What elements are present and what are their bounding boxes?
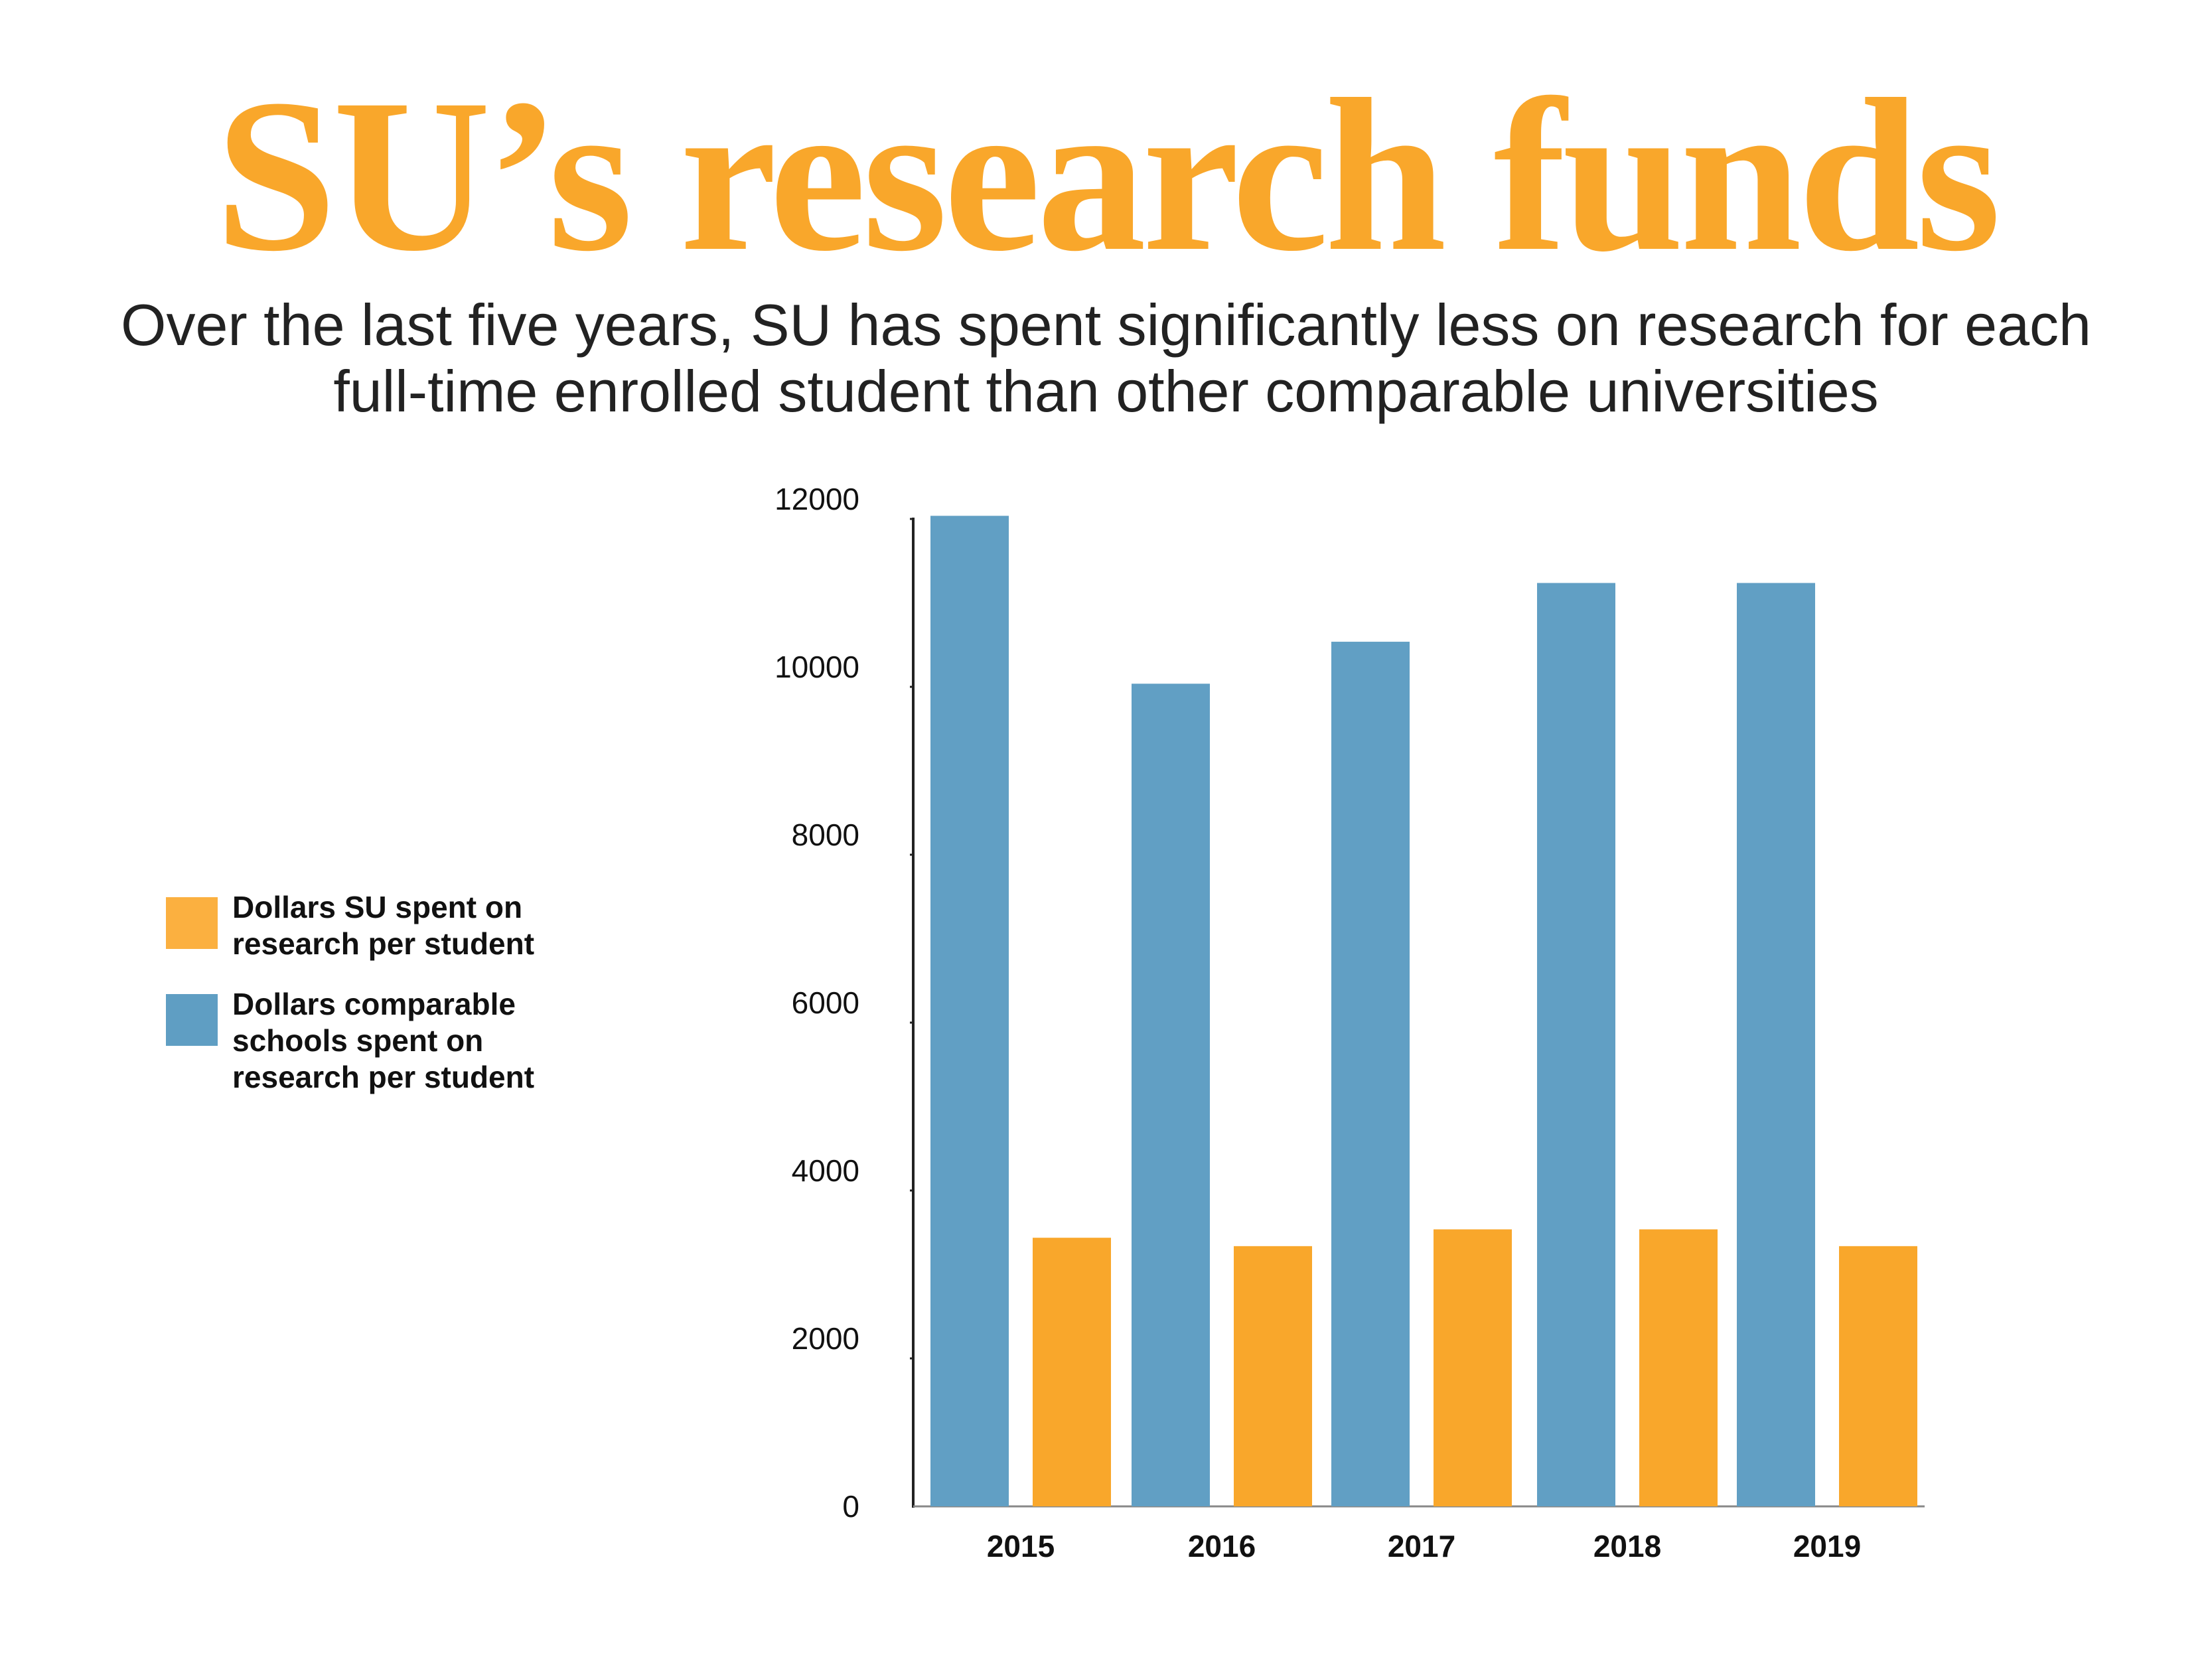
page-title: SU’s research funds bbox=[214, 54, 2001, 297]
x-tick-label: 2015 bbox=[987, 1529, 1055, 1563]
legend-label-comparable-line-2: schools spent on bbox=[232, 1023, 484, 1058]
bar-su-2019 bbox=[1839, 1246, 1917, 1506]
bar-comparable-2019 bbox=[1737, 583, 1815, 1506]
subtitle-line-2: full-time enrolled student than other co… bbox=[333, 358, 1879, 424]
y-tick-label: 8000 bbox=[792, 818, 859, 852]
bar-su-2015 bbox=[1033, 1238, 1111, 1506]
y-tick-label: 2000 bbox=[792, 1321, 859, 1356]
legend-item-su: Dollars SU spent on research per student bbox=[166, 889, 591, 962]
x-tick-label: 2016 bbox=[1188, 1529, 1256, 1563]
legend-item-comparable: Dollars comparable schools spent on rese… bbox=[166, 986, 591, 1096]
bar-su-2016 bbox=[1234, 1246, 1312, 1506]
bar-comparable-2015 bbox=[930, 516, 1009, 1506]
legend-label-su-line-2: research per student bbox=[232, 926, 535, 961]
subtitle-line-1: Over the last five years, SU has spent s… bbox=[121, 292, 2091, 358]
x-tick-label: 2017 bbox=[1388, 1529, 1455, 1563]
y-tick-label: 0 bbox=[842, 1489, 859, 1524]
bar-comparable-2017 bbox=[1331, 642, 1410, 1506]
legend-label-comparable-line-3: research per student bbox=[232, 1060, 535, 1094]
y-tick-label: 12000 bbox=[774, 482, 859, 516]
bar-comparable-2016 bbox=[1132, 684, 1210, 1506]
legend-label-comparable: Dollars comparable schools spent on rese… bbox=[232, 986, 534, 1096]
legend-label-comparable-line-1: Dollars comparable bbox=[232, 987, 516, 1021]
y-tick-label: 4000 bbox=[792, 1153, 859, 1188]
legend-swatch-comparable bbox=[166, 994, 218, 1046]
bar-su-2017 bbox=[1434, 1229, 1512, 1506]
bar-su-2018 bbox=[1639, 1229, 1718, 1506]
x-tick-label: 2019 bbox=[1793, 1529, 1861, 1563]
x-tick-label: 2018 bbox=[1593, 1529, 1661, 1563]
bar-comparable-2018 bbox=[1537, 583, 1615, 1506]
chart-legend: Dollars SU spent on research per student… bbox=[166, 889, 591, 1119]
y-tick-label: 10000 bbox=[774, 650, 859, 684]
page-subtitle: Over the last five years, SU has spent s… bbox=[0, 292, 2212, 425]
y-tick-label: 6000 bbox=[792, 985, 859, 1020]
legend-swatch-su bbox=[166, 897, 218, 949]
legend-label-su: Dollars SU spent on research per student bbox=[232, 889, 534, 962]
legend-label-su-line-1: Dollars SU spent on bbox=[232, 890, 523, 924]
